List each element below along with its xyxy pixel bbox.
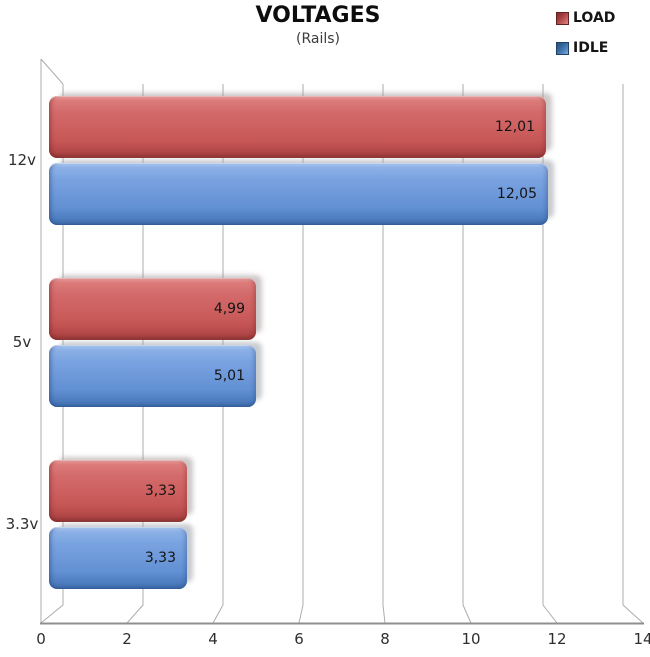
idle-series-swatch-icon [556,41,569,55]
gridline-4 [212,84,224,624]
bar-load-12v: 12,01 [49,96,546,158]
chart-subtitle: (Rails) [296,31,340,47]
wall-top-depth-edge [40,58,64,85]
legend-label-idle: IDLE [573,40,609,56]
bar-value-label: 3,33 [144,550,176,566]
category-label-3.3v: 3.3v [5,515,39,533]
x-tick-label-4: 4 [208,630,218,648]
gridline-10 [462,84,472,624]
gridline-12 [542,84,558,624]
legend-item-load: LOAD [556,8,615,28]
x-tick-label-2: 2 [122,630,132,648]
bar-value-label: 12,05 [496,186,537,202]
gridline-0 [40,84,64,624]
bar-load-3.3v: 3,33 [49,460,187,522]
legend-item-idle: IDLE [556,38,615,58]
gridline-14 [622,84,644,624]
load-series-swatch-icon [556,11,569,25]
gridline-8 [382,84,386,624]
bar-value-label: 5,01 [213,368,245,384]
x-tick-label-0: 0 [36,630,46,648]
bar-value-label: 4,99 [213,301,245,317]
gridline-6 [298,84,304,624]
bar-idle-5v: 5,01 [49,345,256,407]
chart-title: VOLTAGES [255,3,381,28]
x-tick-label-8: 8 [380,630,390,648]
category-label-12v: 12v [8,151,36,169]
bar-idle-12v: 12,05 [49,163,548,225]
legend: LOAD IDLE [556,8,615,68]
x-tick-label-10: 10 [461,630,481,648]
category-label-5v: 5v [12,333,32,351]
x-tick-label-14: 14 [633,630,650,648]
x-tick-label-6: 6 [294,630,304,648]
bar-idle-3.3v: 3,33 [49,527,187,589]
legend-label-load: LOAD [573,10,616,26]
bar-value-label: 12,01 [494,119,535,135]
x-tick-label-12: 12 [547,630,567,648]
gridline-2 [126,84,144,624]
bar-load-5v: 4,99 [49,278,256,340]
bar-value-label: 3,33 [144,483,176,499]
